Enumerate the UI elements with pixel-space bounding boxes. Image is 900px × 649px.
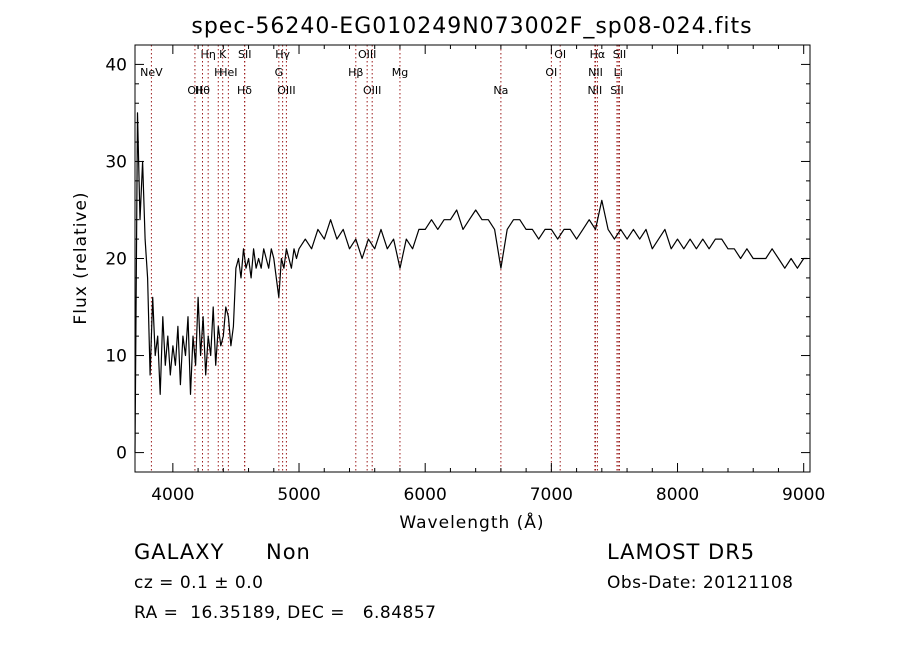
x-tick-label: 5000	[277, 485, 320, 505]
line-label: NeV	[140, 66, 163, 79]
line-label: OII	[187, 84, 202, 97]
line-label: K	[219, 48, 227, 61]
x-tick-label: 6000	[404, 485, 447, 505]
object-subclass: Non	[266, 540, 311, 564]
y-axis-label: Flux (relative)	[71, 191, 91, 324]
flux-line	[134, 112, 808, 453]
line-label: Li	[614, 66, 623, 79]
line-label: Mg	[392, 66, 408, 79]
emission-line-markers: NeVOIIHηHHθKHeIHδSIIGOIIIHγHβOIIIOIIIMgN…	[140, 45, 626, 472]
y-tick-label: 0	[116, 444, 127, 464]
x-axis-label: Wavelength (Å)	[399, 511, 544, 533]
x-tick-label: 4000	[151, 485, 194, 505]
x-tick-label: 9000	[782, 485, 825, 505]
object-class: GALAXY	[134, 540, 225, 564]
line-label: Hη	[201, 48, 216, 61]
line-label: OIII	[277, 84, 295, 97]
line-label: OIII	[363, 84, 381, 97]
plot-frame	[134, 44, 811, 473]
x-tick-label: 7000	[530, 485, 573, 505]
y-tick-label: 20	[105, 250, 127, 270]
flux-series	[134, 112, 808, 453]
line-label: NII	[588, 66, 603, 79]
line-label: Hθ	[195, 84, 210, 97]
survey-name: LAMOST DR5	[607, 540, 756, 564]
y-tick-label: 10	[105, 347, 127, 367]
chart-title: spec-56240-EG010249N073002F_sp08-024.fit…	[191, 14, 752, 39]
y-tick-label: 40	[105, 55, 127, 75]
line-label: Na	[493, 84, 508, 97]
line-label: G	[275, 66, 284, 79]
line-label: NII	[588, 84, 603, 97]
observation-date: Obs-Date: 20121108	[607, 573, 794, 593]
y-tick-label: 30	[105, 152, 127, 172]
line-label: OIII	[358, 48, 376, 61]
line-label: HeI	[219, 66, 237, 79]
line-label: OI	[554, 48, 566, 61]
x-tick-label: 8000	[656, 485, 699, 505]
line-label: SII	[610, 84, 623, 97]
redshift-text: cz = 0.1 ± 0.0	[134, 573, 264, 593]
line-label: SII	[613, 48, 626, 61]
line-label: OI	[545, 66, 557, 79]
line-label: SII	[238, 48, 251, 61]
line-label: Hγ	[275, 48, 290, 61]
line-label: H	[214, 66, 222, 79]
line-label: Hα	[590, 48, 606, 61]
axes: 4000 5000 6000 7000 8000 9000 0 10 20 30 40	[105, 45, 825, 505]
line-label: Hβ	[348, 66, 363, 79]
coordinates-text: RA = 16.35189, DEC = 6.84857	[134, 603, 437, 623]
